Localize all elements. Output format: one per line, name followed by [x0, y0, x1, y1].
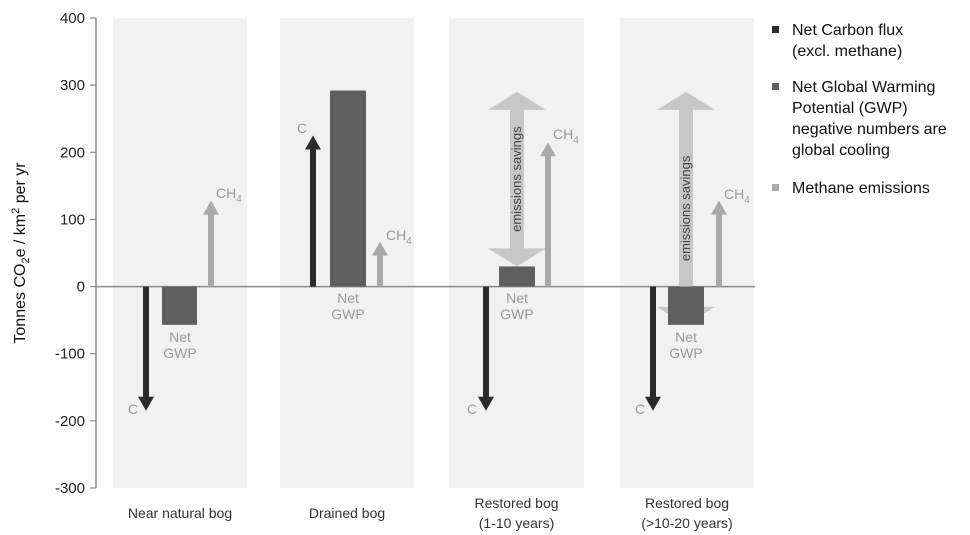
gwp-bar [330, 90, 366, 287]
legend-label: negative numbers are [792, 121, 947, 138]
y-axis-label-sub: 2 [20, 257, 32, 263]
legend-label: global cooling [792, 142, 890, 159]
y-tick-label: -200 [55, 413, 85, 430]
methane-arrow [711, 200, 727, 287]
methane-label: CH4 [724, 186, 750, 206]
net-gwp-label: GWP [331, 306, 364, 322]
legend-swatch [772, 184, 779, 191]
legend: Net Carbon flux (excl. methane) Net Global… [772, 22, 947, 197]
carbon-label: C [128, 401, 138, 417]
y-axis-label-part: per yr [12, 162, 29, 208]
legend-label: Methane emissions [792, 180, 930, 197]
net-gwp-label: GWP [163, 345, 196, 361]
methane-label-main: CH [724, 186, 744, 202]
emissions-savings-label: emissions savings [509, 126, 524, 232]
gwp-bar [668, 286, 704, 325]
legend-swatch [772, 26, 779, 33]
carbon-flux-arrow [305, 135, 321, 287]
methane-arrow [372, 241, 388, 287]
emissions-savings-arrow [488, 91, 546, 267]
category-label: (1-10 years) [479, 515, 554, 531]
net-gwp-label: Net [675, 329, 697, 345]
y-tick-label: -100 [55, 346, 85, 363]
category-label: (>10-20 years) [641, 515, 732, 531]
carbon-label: C [467, 401, 477, 417]
carbon-flux-arrow [138, 286, 154, 411]
y-tick-label: 400 [60, 10, 85, 27]
carbon-label: C [635, 401, 645, 417]
y-axis-label-part: Tonnes CO [12, 264, 29, 344]
category-label: Restored bog [645, 495, 729, 511]
category-band-0 [113, 18, 247, 488]
methane-label: CH4 [553, 126, 579, 146]
methane-label-main: CH [216, 185, 236, 201]
category-label: Drained bog [309, 505, 385, 521]
category-label: Restored bog [474, 495, 558, 511]
net-gwp-label: GWP [669, 345, 702, 361]
chart-marks [138, 90, 727, 411]
y-axis-label-part: e / km [12, 214, 29, 258]
y-axis-ticks: 400 300 200 100 0 -100 -200 -300 [55, 10, 755, 497]
y-tick-label: 200 [60, 144, 85, 161]
methane-label-sub: 4 [573, 135, 579, 146]
y-axis-label-sup: 2 [10, 208, 22, 214]
y-tick-label: -300 [55, 480, 85, 497]
methane-arrow [203, 200, 219, 287]
methane-label: CH4 [216, 185, 242, 205]
legend-swatch [772, 83, 779, 90]
legend-label: Net Global Warming [792, 79, 935, 96]
y-tick-label: 100 [60, 211, 85, 228]
carbon-label: C [297, 120, 307, 136]
carbon-flux-arrow [478, 286, 494, 411]
methane-arrow [540, 142, 556, 287]
category-label: Near natural bog [128, 505, 232, 521]
emissions-savings-label: emissions savings [678, 155, 693, 261]
net-gwp-label: GWP [500, 306, 533, 322]
methane-label-sub: 4 [406, 236, 412, 247]
methane-label-main: CH [386, 227, 406, 243]
legend-label: (excl. methane) [792, 43, 902, 60]
gwp-bar [499, 266, 535, 287]
y-tick-label: 0 [77, 279, 85, 296]
net-gwp-label: Net [506, 290, 528, 306]
emissions-savings-arrow [657, 91, 715, 325]
net-gwp-label: Net [169, 329, 191, 345]
gwp-bar [162, 286, 197, 325]
methane-label-main: CH [553, 126, 573, 142]
y-axis-label: Tonnes CO2e / km2 per yr [10, 162, 32, 344]
methane-label-sub: 4 [236, 194, 242, 205]
methane-label-sub: 4 [744, 195, 750, 206]
legend-label: Potential (GWP) [792, 100, 908, 117]
net-gwp-label: Net [337, 290, 359, 306]
carbon-flux-arrow [645, 286, 661, 411]
methane-label: CH4 [386, 227, 412, 247]
y-tick-label: 300 [60, 77, 85, 94]
legend-label: Net Carbon flux [792, 22, 903, 39]
